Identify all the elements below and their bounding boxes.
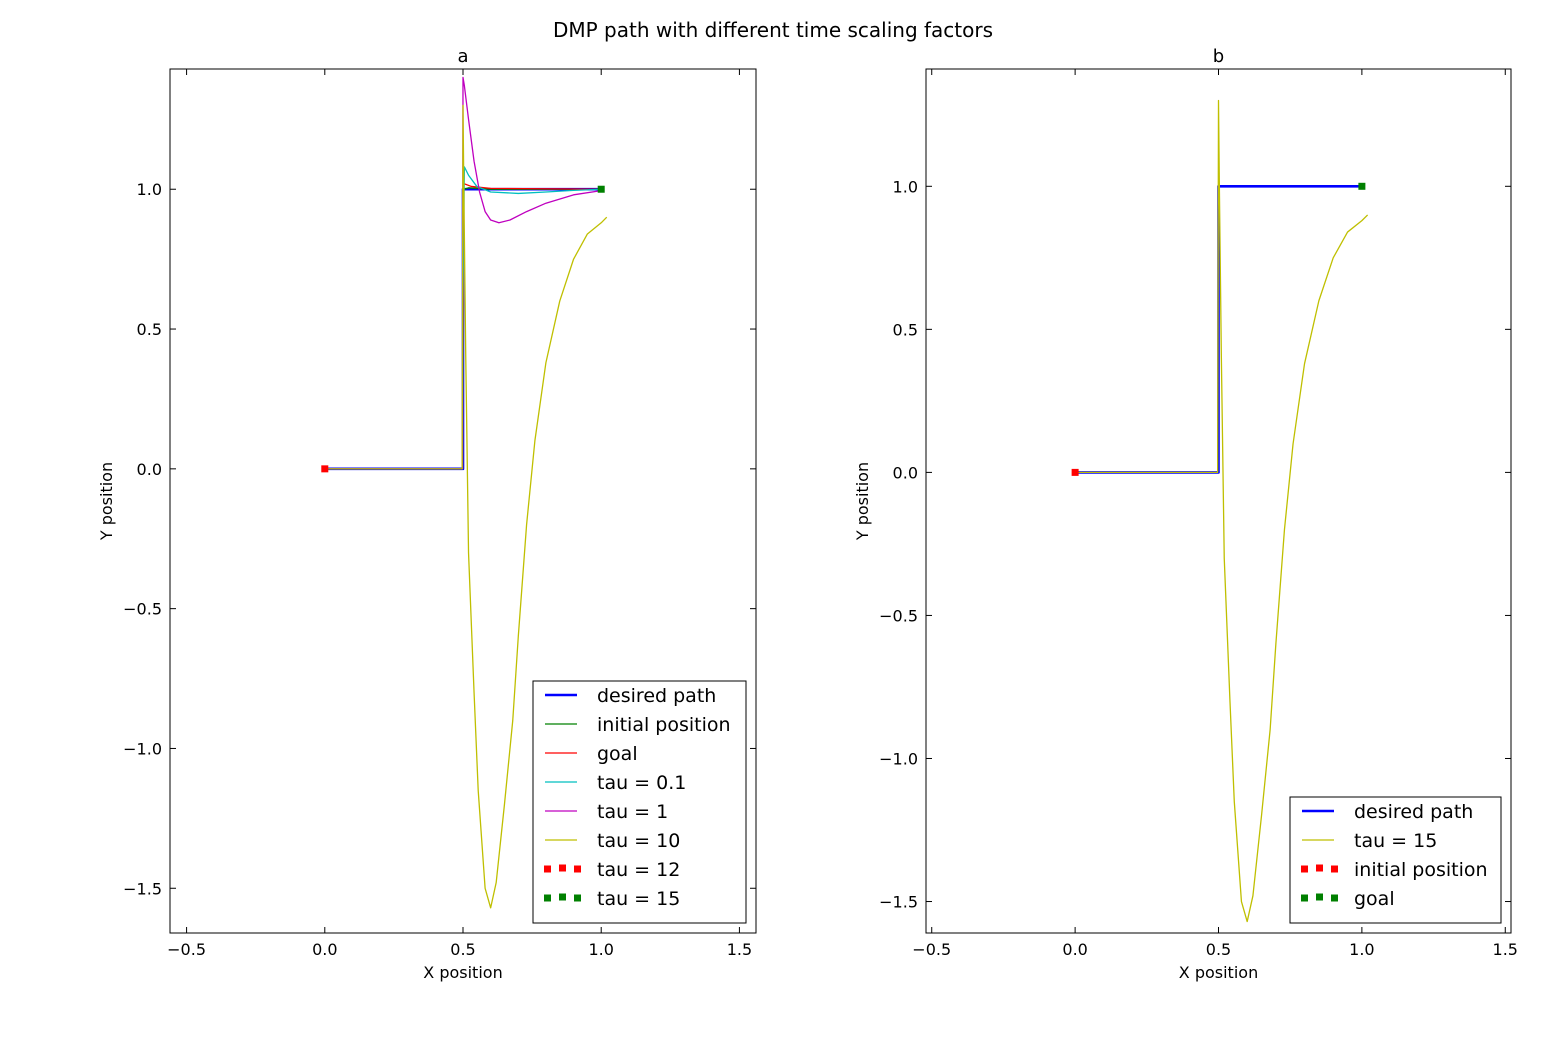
legend-label: goal (597, 743, 638, 765)
x-axis-label: X position (1179, 963, 1258, 982)
series-line-tau-15 (1075, 99, 1369, 923)
series-marker-tau-12 (321, 465, 329, 473)
subplot-title: b (1213, 46, 1224, 67)
y-axis-label: Y position (853, 462, 872, 541)
legend-box (1289, 796, 1502, 924)
legend-label: desired path (597, 685, 716, 707)
x-tick-label: −0.5 (912, 940, 951, 959)
legend-marker (559, 893, 566, 901)
axes-frame (169, 68, 757, 934)
x-tick-label: 1.5 (727, 940, 752, 959)
x-tick-label: 0.5 (450, 940, 475, 959)
y-tick-label: 1.0 (137, 180, 162, 199)
axes-frame (925, 68, 1512, 934)
legend-label: initial position (597, 714, 731, 736)
x-tick-label: −0.5 (167, 940, 206, 959)
plot-area (1071, 99, 1369, 923)
legend-marker (1331, 865, 1338, 873)
series-line-tau-1 (324, 76, 602, 470)
y-tick-label: 0.0 (893, 463, 918, 482)
x-axis-label: X position (423, 963, 502, 982)
legend-box (532, 680, 747, 924)
legend-label: tau = 10 (597, 830, 680, 852)
subplot-a: a −0.5 0.0 0.5 1.0 1.5 −1.5 −1.0 −0.5 0.0 0.5 1.0 X … (97, 46, 757, 982)
legend-marker (574, 865, 581, 873)
y-tick-label: −0.5 (123, 600, 162, 619)
legend-label: tau = 0.1 (597, 772, 686, 794)
series-marker-tau-15 (597, 185, 605, 193)
series-line-tau-10 (324, 104, 608, 909)
legend-marker (1316, 864, 1323, 872)
legend-marker (574, 894, 581, 902)
legend-marker (559, 864, 566, 872)
x-tick-label: 1.5 (1493, 940, 1518, 959)
legend-label: initial position (1354, 859, 1488, 881)
legend-marker (1331, 894, 1338, 902)
subplot-b: b −0.5 0.0 0.5 1.0 1.5 −1.5 −1.0 −0.5 0.0 0.5 1.0 X … (853, 46, 1518, 982)
legend-label: tau = 1 (597, 801, 668, 823)
y-tick-label: 0.5 (893, 320, 918, 339)
legend-marker (1301, 865, 1308, 873)
legend-label: desired path (1354, 801, 1473, 823)
y-tick-label: −1.0 (123, 739, 162, 758)
y-tick-label: −1.5 (879, 893, 918, 912)
legend-label: tau = 12 (597, 859, 680, 881)
legend-marker (1301, 894, 1308, 902)
legend-marker (544, 894, 551, 902)
series-marker-goal (1358, 182, 1366, 190)
legend-marker (544, 865, 551, 873)
legend-label: goal (1354, 888, 1395, 910)
y-tick-label: 1.0 (893, 177, 918, 196)
y-tick-label: −1.5 (123, 879, 162, 898)
subplot-title: a (457, 46, 468, 67)
plot-area (321, 76, 608, 909)
figure-title: DMP path with different time scaling fac… (553, 18, 993, 42)
y-tick-label: 0.0 (137, 460, 162, 479)
x-tick-label: 0.0 (312, 940, 337, 959)
y-tick-label: −1.0 (879, 749, 918, 768)
x-tick-label: 0.5 (1206, 940, 1231, 959)
x-tick-label: 1.0 (1349, 940, 1374, 959)
legend-marker (1316, 893, 1323, 901)
x-tick-label: 0.0 (1062, 940, 1087, 959)
series-marker-initial-position (1071, 468, 1079, 476)
x-tick-label: 1.0 (588, 940, 613, 959)
y-tick-label: 0.5 (137, 320, 162, 339)
legend-label: tau = 15 (1354, 830, 1437, 852)
y-axis-label: Y position (97, 462, 116, 541)
legend-label: tau = 15 (597, 888, 680, 910)
y-tick-label: −0.5 (879, 606, 918, 625)
